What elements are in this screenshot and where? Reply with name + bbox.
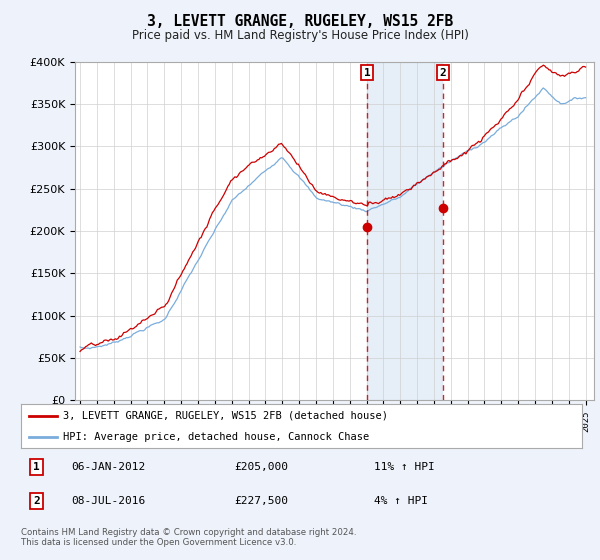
Text: Contains HM Land Registry data © Crown copyright and database right 2024.
This d: Contains HM Land Registry data © Crown c… <box>21 528 356 547</box>
Text: 1: 1 <box>364 68 370 77</box>
Text: 3, LEVETT GRANGE, RUGELEY, WS15 2FB (detached house): 3, LEVETT GRANGE, RUGELEY, WS15 2FB (det… <box>63 410 388 421</box>
Text: 2: 2 <box>439 68 446 77</box>
Text: 4% ↑ HPI: 4% ↑ HPI <box>374 496 428 506</box>
Text: £205,000: £205,000 <box>234 462 288 472</box>
Text: 3, LEVETT GRANGE, RUGELEY, WS15 2FB: 3, LEVETT GRANGE, RUGELEY, WS15 2FB <box>147 14 453 29</box>
Text: 06-JAN-2012: 06-JAN-2012 <box>71 462 146 472</box>
Text: HPI: Average price, detached house, Cannock Chase: HPI: Average price, detached house, Cann… <box>63 432 370 442</box>
Text: 11% ↑ HPI: 11% ↑ HPI <box>374 462 435 472</box>
Text: 1: 1 <box>34 462 40 472</box>
Text: 2: 2 <box>34 496 40 506</box>
Text: 08-JUL-2016: 08-JUL-2016 <box>71 496 146 506</box>
Text: Price paid vs. HM Land Registry's House Price Index (HPI): Price paid vs. HM Land Registry's House … <box>131 29 469 42</box>
Text: £227,500: £227,500 <box>234 496 288 506</box>
